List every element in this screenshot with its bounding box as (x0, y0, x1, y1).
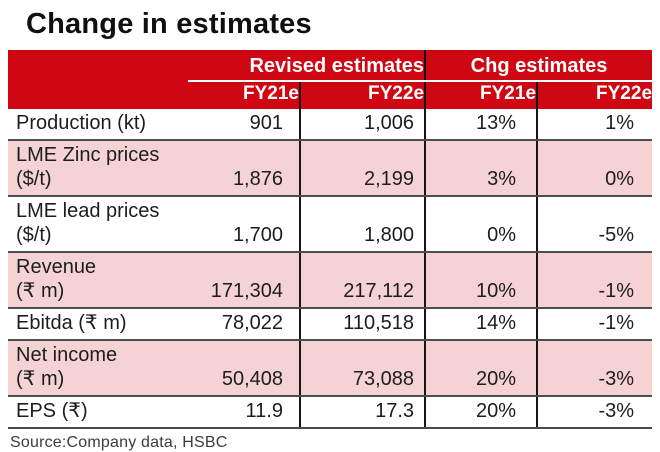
row-label-line: Revenue (16, 256, 97, 278)
table-row-lme-zinc-prices: LME Zinc prices ($/t) 1,876 2,199 3% 0% (8, 140, 653, 197)
column-header-chg-fy22e: FY22e (536, 81, 653, 109)
cell-revised-fy21e: 171,304 (188, 252, 300, 309)
group-header-chg-estimates: Chg estimates (424, 50, 653, 82)
cell-revised-fy22e: 2,199 (298, 140, 426, 197)
cell-chg-fy22e: -1% (536, 252, 653, 309)
row-label-line: ($/t) (16, 224, 52, 246)
cell-chg-fy22e: -3% (536, 396, 653, 429)
header-corner-cell (8, 50, 188, 81)
cell-chg-fy21e: 0% (424, 196, 538, 253)
row-label-line: LME Zinc prices (16, 144, 160, 166)
cell-revised-fy21e: 1,876 (188, 140, 300, 197)
row-label: Production (kt) (8, 109, 188, 141)
cell-revised-fy21e: 1,700 (188, 196, 300, 253)
source-attribution: Source:Company data, HSBC (10, 434, 228, 451)
column-header-revised-fy21e: FY21e (188, 81, 300, 109)
cell-revised-fy21e: 11.9 (188, 396, 300, 429)
cell-chg-fy21e: 13% (424, 109, 538, 141)
column-group-row: Revised estimates Chg estimates (8, 50, 653, 82)
cell-chg-fy22e: -1% (536, 308, 653, 341)
row-label-line: Net income (16, 344, 118, 366)
row-label: EPS (₹) (8, 396, 188, 429)
column-header-revised-fy22e: FY22e (298, 81, 426, 109)
row-label-line: LME lead prices (16, 200, 160, 222)
table-row-revenue: Revenue (₹ m) 171,304 217,112 10% -1% (8, 252, 653, 309)
cell-chg-fy22e: 0% (536, 140, 653, 197)
table-row-production: Production (kt) 901 1,006 13% 1% (8, 109, 653, 141)
cell-revised-fy22e: 73,088 (298, 340, 426, 397)
cell-revised-fy21e: 901 (188, 109, 300, 141)
header-corner-cell (8, 81, 188, 109)
table-row-net-income: Net income (₹ m) 50,408 73,088 20% -3% (8, 340, 653, 397)
cell-revised-fy21e: 78,022 (188, 308, 300, 341)
row-label: Net income (₹ m) (8, 340, 188, 397)
row-label-line: ($/t) (16, 168, 52, 190)
cell-revised-fy22e: 217,112 (298, 252, 426, 309)
page-title: Change in estimates (26, 8, 312, 40)
cell-revised-fy21e: 50,408 (188, 340, 300, 397)
cell-chg-fy21e: 10% (424, 252, 538, 309)
row-label: Ebitda (₹ m) (8, 308, 188, 341)
table-row-ebitda: Ebitda (₹ m) 78,022 110,518 14% -1% (8, 308, 653, 341)
group-header-revised-estimates: Revised estimates (188, 50, 426, 82)
cell-revised-fy22e: 1,800 (298, 196, 426, 253)
cell-chg-fy22e: -3% (536, 340, 653, 397)
estimates-table: Revised estimates Chg estimates FY21e FY… (8, 50, 653, 429)
row-label-line: (₹ m) (16, 368, 65, 390)
cell-chg-fy21e: 14% (424, 308, 538, 341)
cell-chg-fy21e: 20% (424, 340, 538, 397)
table-body: Production (kt) 901 1,006 13% 1% LME Zin… (8, 109, 653, 429)
row-label-line: (₹ m) (16, 280, 65, 302)
column-header-row: FY21e FY22e FY21e FY22e (8, 81, 653, 109)
table-row-lme-lead-prices: LME lead prices ($/t) 1,700 1,800 0% -5% (8, 196, 653, 253)
table-header: Revised estimates Chg estimates FY21e FY… (8, 50, 653, 109)
cell-revised-fy22e: 110,518 (298, 308, 426, 341)
row-label: Revenue (₹ m) (8, 252, 188, 309)
row-label-line: Ebitda (₹ m) (16, 312, 127, 334)
cell-chg-fy21e: 20% (424, 396, 538, 429)
cell-chg-fy21e: 3% (424, 140, 538, 197)
cell-revised-fy22e: 1,006 (298, 109, 426, 141)
row-label: LME Zinc prices ($/t) (8, 140, 188, 197)
cell-chg-fy22e: 1% (536, 109, 653, 141)
column-header-chg-fy21e: FY21e (424, 81, 538, 109)
row-label-line: EPS (₹) (16, 400, 88, 422)
cell-revised-fy22e: 17.3 (298, 396, 426, 429)
row-label: LME lead prices ($/t) (8, 196, 188, 253)
row-label-line: Production (kt) (16, 112, 147, 134)
cell-chg-fy22e: -5% (536, 196, 653, 253)
table-row-eps: EPS (₹) 11.9 17.3 20% -3% (8, 396, 653, 429)
